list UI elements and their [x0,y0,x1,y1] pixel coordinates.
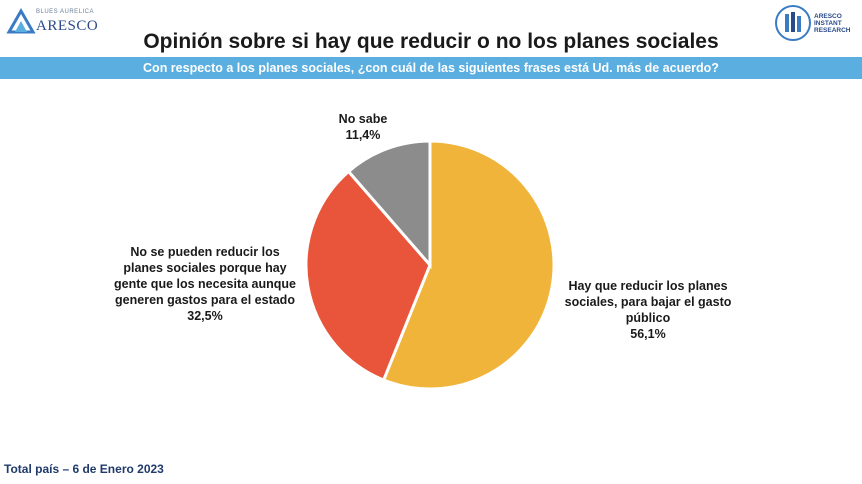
subtitle-bar [0,57,862,79]
slice-value-no-sabe: 11,4% [345,128,381,142]
logo-small-text: BLUES AURELICA [36,9,95,15]
pie-slice-no-sabe [346,139,432,270]
aresco-logo: BLUES AURELICA ARESCO [6,6,99,42]
pie-slice-no-reducir [304,169,432,382]
pie-slice-reducir [381,139,556,391]
slice-label-no-sabe: No sabe 11,4% [318,111,408,143]
aresco-instant-research-logo: ARESCO INSTANT RESEARCH [774,4,852,44]
logo-right-text: ARESCO INSTANT RESEARCH [814,13,851,34]
slice-value-no-reducir: 32,5% [187,309,223,323]
chart-title: Opinión sobre si hay que reducir o no lo… [143,30,719,53]
logo-brand-text: ARESCO [36,18,99,34]
research-logo-icon [775,5,811,41]
chart-subtitle: Con respecto a los planes sociales, ¿con… [143,61,719,75]
footer-note: Total país – 6 de Enero 2023 [4,462,164,476]
slice-label-reducir: Hay que reducir los planes sociales, par… [548,278,748,342]
slice-value-reducir: 56,1% [630,327,666,341]
slice-label-no-reducir: No se pueden reducir los planes sociales… [110,244,300,324]
triangle-logo-icon [6,7,36,34]
